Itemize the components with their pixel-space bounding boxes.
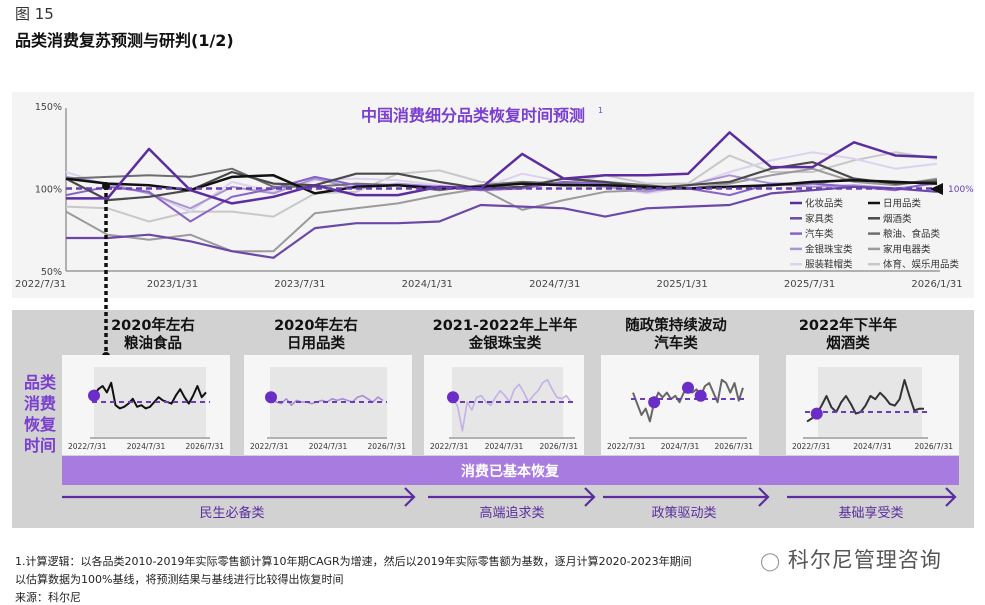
arrow-head-icon	[584, 487, 596, 507]
side-label: 时间	[24, 436, 56, 455]
figure-title: 品类消费复苏预测与研判(1/2)	[15, 31, 234, 50]
x-tick-label: 2025/1/31	[657, 279, 708, 290]
arrow-head-icon	[758, 487, 770, 507]
timeline-period: 随政策持续波动	[625, 316, 727, 334]
mini-x-tick-label: 2024/7/31	[661, 442, 700, 451]
mini-x-tick-label: 2026/7/31	[715, 442, 754, 451]
timeline-category: 日用品类	[287, 334, 345, 352]
recovery-point-marker	[810, 407, 823, 420]
y-tick-label: 100%	[35, 185, 62, 196]
mini-x-tick-label: 2026/7/31	[368, 442, 407, 451]
mini-series-line	[806, 379, 924, 423]
timeline-category: 金银珠宝类	[468, 334, 542, 352]
group-label: 高端追求类	[479, 505, 544, 521]
x-tick-label: 2022/7/31	[15, 279, 66, 290]
mini-x-tick-label: 2026/7/31	[186, 442, 225, 451]
legend-label: 化妆品类	[805, 198, 844, 210]
series-line	[65, 174, 938, 195]
y-tick-label: 50%	[41, 267, 62, 278]
wechat-icon: ◯	[760, 551, 788, 572]
connector-top-dot	[102, 182, 110, 190]
legend-label: 汽车类	[805, 228, 834, 240]
mini-x-tick-label: 2024/7/31	[485, 442, 524, 451]
recovery-point-marker	[447, 391, 459, 404]
mini-chart-card	[601, 355, 759, 455]
mini-x-tick-label: 2022/7/31	[792, 442, 831, 451]
side-label: 恢复	[24, 415, 57, 434]
y-tick-label: 150%	[35, 102, 62, 113]
mini-x-tick-label: 2024/7/31	[127, 442, 166, 451]
x-tick-label: 2024/1/31	[402, 279, 453, 290]
timeline-category: 汽车类	[654, 334, 698, 352]
recovery-point-marker	[88, 389, 100, 402]
mini-x-tick-label: 2024/7/31	[309, 442, 348, 451]
legend-label: 体育、娱乐用品类	[883, 259, 960, 271]
timeline-period: 2021-2022年上半年	[433, 316, 578, 334]
recovered-bar-label: 消费已基本恢复	[461, 463, 560, 480]
legend-label: 家具类	[805, 213, 834, 225]
baseline-pointer-icon	[930, 183, 943, 195]
timeline-period: 2022年下半年	[799, 316, 898, 334]
timeline-period: 2020年左右	[111, 316, 195, 334]
arrow-head-icon	[404, 487, 416, 507]
title-superscript: 1	[598, 106, 603, 115]
mini-series-line	[452, 378, 572, 432]
group-label: 基础享受类	[838, 505, 903, 521]
legend-label: 烟酒类	[883, 213, 912, 225]
legend-label: 金银珠宝类	[805, 243, 853, 255]
side-label: 消费	[24, 394, 56, 413]
legend-label: 粮油、食品类	[883, 228, 941, 240]
mini-chart-plot-area	[818, 367, 922, 437]
group-label: 政策驱动类	[651, 505, 716, 521]
mini-x-tick-label: 2026/7/31	[915, 442, 954, 451]
timeline-period: 2020年左右	[274, 316, 358, 334]
mini-x-tick-label: 2026/7/31	[540, 442, 579, 451]
series-line	[66, 185, 938, 259]
x-tick-label: 2023/7/31	[274, 279, 325, 290]
x-tick-label: 2025/7/31	[784, 279, 835, 290]
mini-x-tick-label: 2024/7/31	[853, 442, 892, 451]
mini-x-tick-label: 2022/7/31	[68, 442, 107, 451]
figure-number: 图 15	[15, 5, 54, 23]
series-line	[66, 131, 938, 205]
footnote-1: 1.计算逻辑：以各品类2010-2019年实际零售额计算10年期CAGR为增速，…	[15, 555, 692, 568]
mini-x-tick-label: 2022/7/31	[250, 442, 289, 451]
timeline-category: 烟酒类	[826, 334, 870, 352]
x-tick-label: 2026/1/31	[911, 279, 962, 290]
watermark: ◯ 科尔尼管理咨询	[760, 548, 942, 572]
mini-x-tick-label: 2022/7/31	[607, 442, 646, 451]
mini-series-line	[93, 381, 207, 410]
timeline-category: 粮油食品	[124, 334, 182, 352]
legend-label: 服装鞋帽类	[805, 259, 853, 271]
baseline-label: 100%	[948, 185, 974, 195]
arrow-head-icon	[945, 487, 957, 507]
recovery-point-marker	[265, 391, 277, 404]
legend-label: 日用品类	[883, 198, 922, 210]
recovery-point-marker	[694, 389, 707, 402]
mini-x-tick-label: 2022/7/31	[430, 442, 469, 451]
recovery-point-marker	[648, 396, 661, 409]
legend-label: 家用电器类	[883, 243, 931, 255]
x-tick-label: 2024/7/31	[529, 279, 580, 290]
source-note: 来源：科尔尼	[15, 591, 81, 604]
footnote-2: 以估算数据为100%基线，将预测结果与基线进行比较得出恢复时间	[15, 573, 344, 586]
group-label: 民生必备类	[199, 505, 264, 521]
main-chart-title: 中国消费细分品类恢复时间预测	[361, 106, 585, 125]
series-line	[65, 167, 938, 253]
recovery-point-marker	[682, 381, 694, 394]
x-tick-label: 2023/1/31	[147, 279, 198, 290]
recovered-bar	[62, 456, 959, 485]
side-label: 品类	[24, 373, 57, 392]
